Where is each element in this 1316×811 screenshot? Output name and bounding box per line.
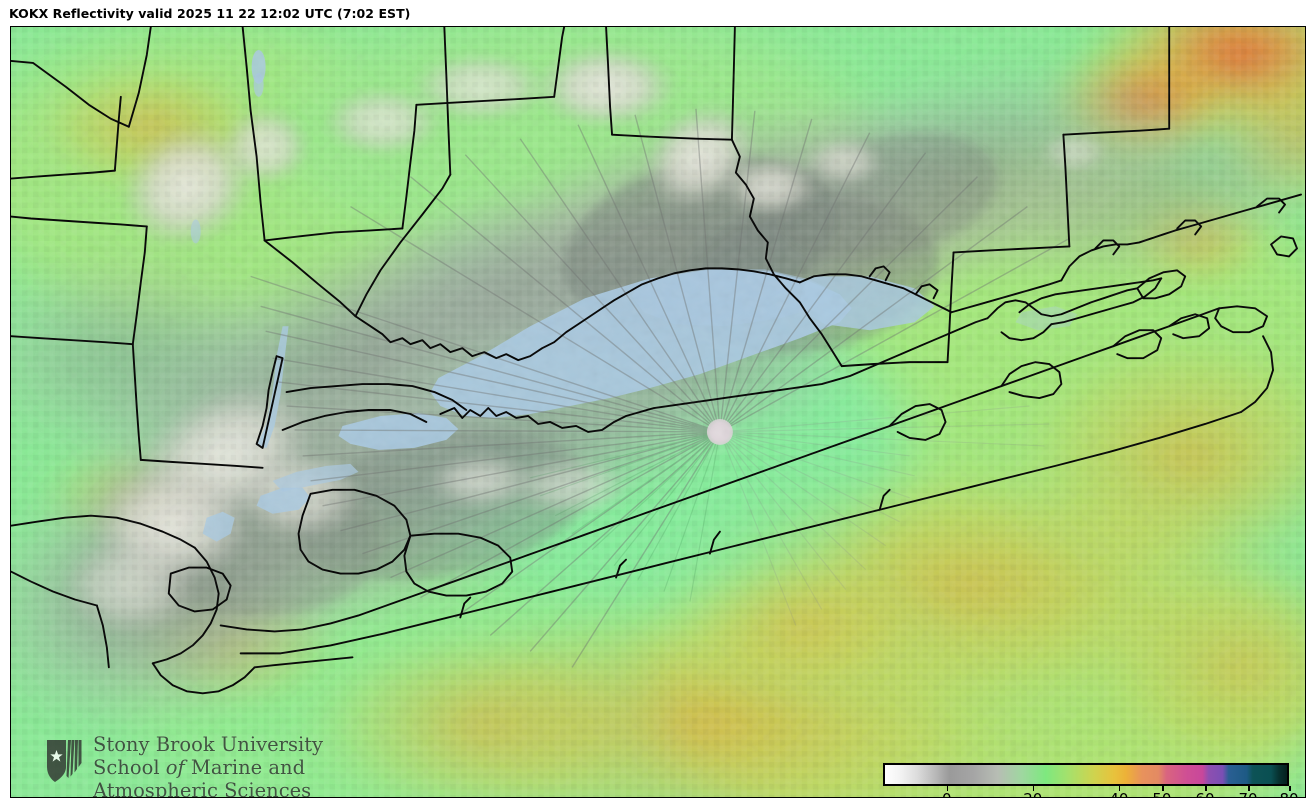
colorbar-tick-label: 0 [942,790,952,797]
colorbar-tick [1289,786,1291,791]
colorbar-tick-label: 50 [1152,790,1171,797]
colorbar-tick-labels: 0 20 40 50 60 70 80 [883,790,1299,797]
colorbar-tick [1032,786,1035,791]
colorbar-tick-label: 60 [1195,790,1214,797]
colorbar-tick [946,786,949,791]
colorbar-box [883,763,1289,786]
colorbar-gradient [885,765,1287,784]
page-title: KOKX Reflectivity valid 2025 11 22 12:02… [9,5,411,21]
colorbar-tick [1204,786,1207,791]
colorbar-tick [1118,786,1121,791]
radar-noise-overlay [11,27,1305,797]
reflectivity-colorbar: 0 20 40 50 60 70 80 [883,763,1299,797]
title-bar: KOKX Reflectivity valid 2025 11 22 12:02… [0,0,1316,26]
colorbar-ticks [883,786,1291,792]
colorbar-tick-label: 20 [1023,790,1042,797]
colorbar-tick [1161,786,1164,791]
radar-map-frame[interactable]: Stony Brook University School of Marine … [10,26,1306,798]
colorbar-tick [1247,786,1250,791]
radar-map-canvas[interactable] [11,27,1305,797]
colorbar-tick-label: 70 [1238,790,1257,797]
colorbar-tick-label: 80 [1279,790,1298,797]
colorbar-tick-label: 40 [1109,790,1128,797]
